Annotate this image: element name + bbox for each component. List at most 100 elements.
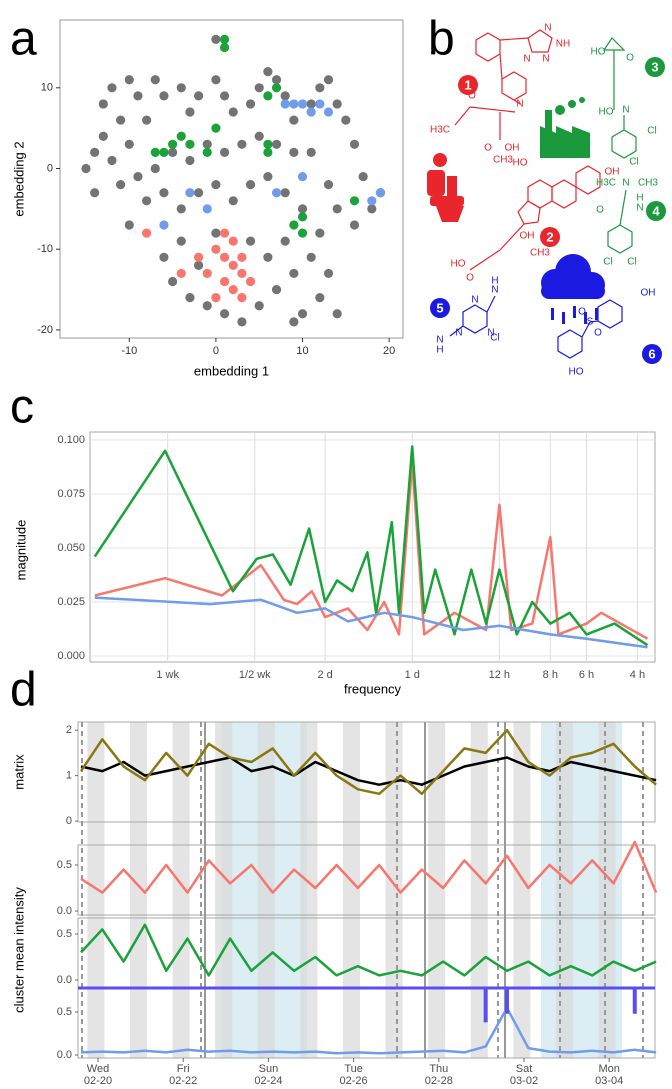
point xyxy=(306,107,316,117)
atom-label: H xyxy=(491,276,498,287)
y-tick-label: 0.000 xyxy=(57,650,85,662)
point xyxy=(263,171,273,182)
point xyxy=(237,293,247,303)
point xyxy=(306,252,316,262)
point xyxy=(202,139,212,149)
plot-frame xyxy=(89,431,656,663)
y-tick-label: 0.0 xyxy=(57,974,72,986)
night-shade xyxy=(342,722,360,1058)
y-tick-label: 0.100 xyxy=(57,434,85,446)
point xyxy=(98,99,108,109)
x-axis-label: embedding 1 xyxy=(194,363,269,378)
point xyxy=(211,75,221,85)
series-line xyxy=(93,445,649,647)
point xyxy=(176,236,186,246)
point xyxy=(289,317,299,327)
compound-badge xyxy=(642,344,662,364)
point xyxy=(280,236,290,246)
atom-label: O xyxy=(466,273,474,284)
point xyxy=(211,123,221,133)
point xyxy=(90,188,100,198)
rain-bar xyxy=(483,988,488,1023)
point xyxy=(219,276,230,287)
atom-label: N xyxy=(487,328,494,339)
x-tick-label: 0 xyxy=(213,345,219,357)
y-tick-label: -10 xyxy=(37,243,53,255)
point xyxy=(315,228,325,238)
atom-label: N xyxy=(636,203,643,214)
molecule-skeletons xyxy=(449,29,637,359)
point xyxy=(150,163,160,174)
panel-label: c xyxy=(10,381,34,434)
point xyxy=(142,228,152,238)
point xyxy=(142,115,152,125)
x-tick-day: Thu xyxy=(429,1063,448,1075)
panel-label: d xyxy=(10,664,37,717)
x-tick-label: 12 h xyxy=(489,669,510,681)
x-axis-label: frequency xyxy=(344,681,402,696)
atom-label: H xyxy=(636,193,643,204)
compound-number: 1 xyxy=(464,77,471,92)
y-tick-label: -20 xyxy=(37,324,53,336)
atom-label: H3C xyxy=(596,178,616,189)
atom-label: N xyxy=(523,54,530,65)
y-tick-label: 2 xyxy=(66,724,72,736)
point xyxy=(271,139,282,149)
x-tick-label: 20 xyxy=(383,345,395,357)
point xyxy=(211,228,221,238)
point xyxy=(176,131,186,141)
atom-label: N xyxy=(471,295,478,306)
point xyxy=(185,155,195,166)
atom-label: N xyxy=(542,54,549,65)
atom-label: N xyxy=(516,99,523,110)
point xyxy=(159,91,169,101)
point xyxy=(245,180,256,190)
atom-label: Cl xyxy=(629,157,638,168)
y-tick-label: 0.0 xyxy=(57,905,72,917)
point xyxy=(159,220,169,230)
atom-label: Cl xyxy=(647,126,656,137)
point xyxy=(271,188,282,198)
x-tick-day: Fri xyxy=(177,1063,190,1075)
series-line xyxy=(94,596,648,649)
toilet-icon xyxy=(427,153,464,222)
point xyxy=(219,252,230,262)
atom-label: N xyxy=(455,328,462,339)
y-tick-label: 1 xyxy=(66,770,72,782)
atom-label: S xyxy=(587,317,594,328)
x-tick-label: 2 d xyxy=(317,669,332,681)
point xyxy=(185,293,195,303)
x-tick-label: 6 h xyxy=(579,669,594,681)
point xyxy=(367,196,377,206)
x-tick-day: Mon xyxy=(598,1063,619,1075)
x-tick-label: 1 wk xyxy=(156,669,179,681)
atom-label: N xyxy=(436,335,443,346)
x-tick-date: 02-20 xyxy=(84,1075,112,1087)
point xyxy=(367,204,377,214)
point xyxy=(90,147,100,157)
x-tick-date: 03-04 xyxy=(595,1075,623,1087)
night-shade xyxy=(470,722,488,1058)
point xyxy=(185,188,195,198)
panel-frame xyxy=(77,844,656,916)
x-tick-date: 02-22 xyxy=(169,1075,197,1087)
point xyxy=(254,301,264,311)
point xyxy=(219,91,230,101)
point xyxy=(263,91,273,101)
rain-bar xyxy=(632,988,637,1014)
point xyxy=(254,83,264,93)
y-axis-label: magnitude xyxy=(13,520,28,581)
point xyxy=(306,147,316,157)
point xyxy=(263,252,273,262)
point xyxy=(124,139,134,149)
x-tick-date: 02-28 xyxy=(425,1075,453,1087)
point xyxy=(193,252,204,262)
y-tick-label: 0.5 xyxy=(57,1006,72,1018)
atom-label: N xyxy=(622,178,629,189)
point xyxy=(211,244,221,254)
point xyxy=(263,67,273,77)
atom-label: OH xyxy=(520,231,535,242)
point xyxy=(289,147,299,157)
night-shade xyxy=(172,722,190,1058)
atom-label: NH xyxy=(556,39,570,50)
